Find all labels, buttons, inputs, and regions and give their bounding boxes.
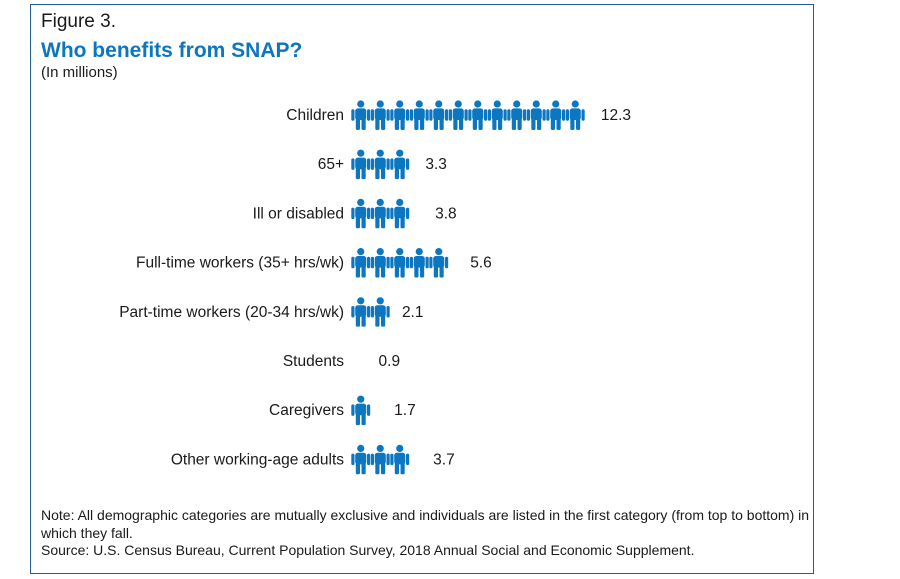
- category-label: Part-time workers (20-34 hrs/wk): [119, 304, 344, 321]
- person-icon: [351, 198, 371, 229]
- value-label: 3.8: [435, 205, 457, 222]
- category-label: Students: [283, 353, 344, 370]
- person-icon: [390, 248, 410, 278]
- person-icon: [351, 248, 371, 278]
- notes: Note: All demographic categories are mut…: [41, 507, 811, 560]
- person-icon-partial: [351, 346, 369, 376]
- category-label: Ill or disabled: [253, 205, 344, 222]
- person-icon: [526, 100, 546, 130]
- person-icon: [351, 100, 371, 130]
- category-label: Full-time workers (35+ hrs/wk): [136, 255, 344, 272]
- pictograph-chart: Children 12.3 65+ 3.3 Ill or disabled 3.8 Full…: [119, 100, 631, 475]
- category-label: Children: [286, 107, 344, 124]
- chart-title: Who benefits from SNAP?: [41, 39, 303, 62]
- person-icon: [351, 395, 371, 426]
- person-icon: [351, 444, 371, 475]
- person-icon: [487, 100, 507, 130]
- person-icon: [370, 444, 390, 475]
- value-label: 0.9: [379, 353, 401, 370]
- category-label: Other working-age adults: [171, 451, 344, 468]
- person-icon: [429, 100, 449, 130]
- person-icon: [409, 248, 429, 278]
- person-icon: [390, 444, 410, 475]
- person-icon: [390, 198, 410, 229]
- value-label: 3.3: [425, 156, 447, 173]
- value-label: 1.7: [394, 402, 416, 419]
- person-icon: [370, 149, 390, 180]
- person-icon: [370, 248, 390, 278]
- chart-subtitle: (In millions): [41, 64, 118, 81]
- figure-frame: [30, 4, 814, 574]
- person-icon: [370, 100, 390, 130]
- value-label: 5.6: [470, 255, 492, 272]
- person-icon: [370, 297, 390, 327]
- person-icon: [351, 297, 371, 327]
- person-icon-partial: [370, 395, 385, 426]
- value-label: 12.3: [601, 107, 631, 124]
- person-icon: [507, 100, 527, 130]
- person-icon: [390, 149, 410, 180]
- person-icon: [390, 100, 410, 130]
- person-icon-partial: [409, 198, 426, 229]
- value-label: 3.7: [433, 451, 455, 468]
- category-label: Caregivers: [269, 402, 344, 419]
- person-icon: [546, 100, 566, 130]
- person-icon: [351, 149, 371, 180]
- person-icon: [429, 248, 449, 278]
- person-icon-partial: [409, 444, 424, 475]
- person-icon: [468, 100, 488, 130]
- category-label: 65+: [318, 156, 344, 173]
- person-icon-partial: [448, 248, 461, 278]
- source-text: Source: U.S. Census Bureau, Current Popu…: [41, 542, 695, 558]
- person-icon: [370, 198, 390, 229]
- figure-label: Figure 3.: [41, 11, 116, 32]
- note-text: Note: All demographic categories are mut…: [41, 507, 810, 541]
- person-icon: [409, 100, 429, 130]
- person-icon: [448, 100, 468, 130]
- value-label: 2.1: [402, 304, 424, 321]
- person-icon: [565, 100, 585, 130]
